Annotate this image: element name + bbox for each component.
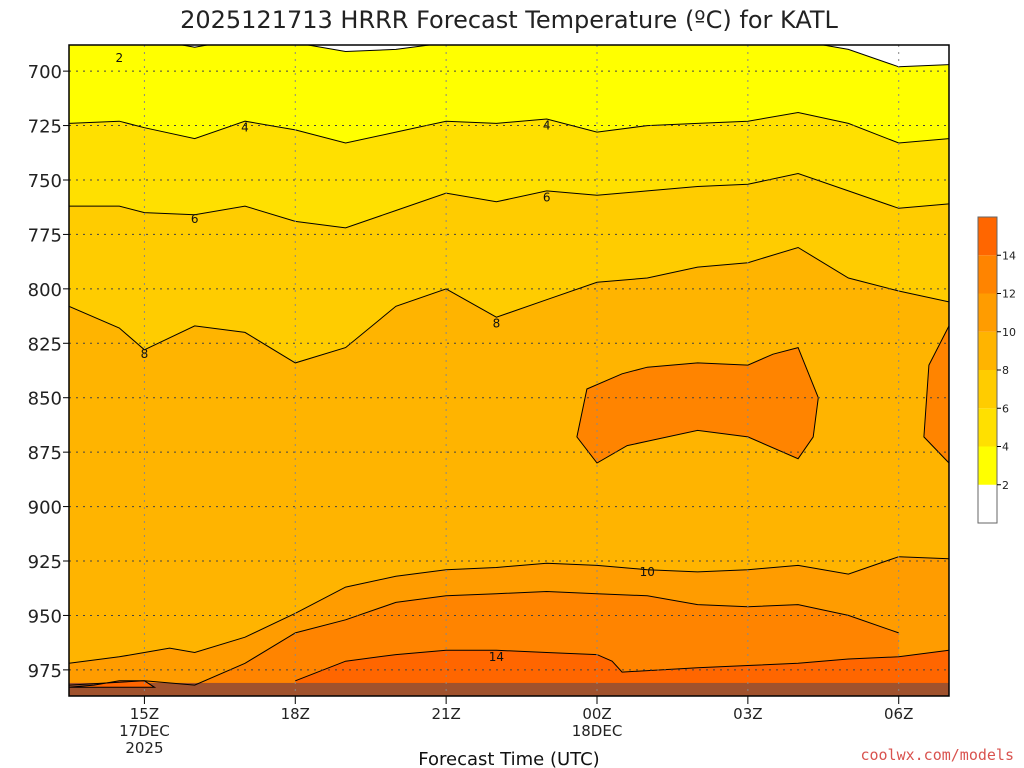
colorbar-swatch [978, 446, 997, 485]
y-tick-label: 950 [28, 606, 62, 627]
contour-label: 8 [141, 347, 149, 361]
y-tick-label: 725 [28, 117, 62, 138]
y-tick-label: 975 [28, 661, 62, 682]
x-tick-label: 21Z [431, 705, 460, 723]
contour-line-10 [69, 556, 949, 664]
contour-label: 4 [543, 119, 551, 133]
chart-title: 2025121713 HRRR Forecast Temperature (ºC… [180, 6, 838, 34]
contour-region-10 [923, 325, 949, 464]
contour-labels: 2 4 4 6 6 8 8 10 14 [115, 51, 654, 664]
colorbar-tick-label: 14 [1002, 249, 1016, 262]
plot-area [69, 45, 949, 696]
colorbar-swatch [978, 408, 997, 447]
x-tick-label: 06Z [884, 705, 913, 723]
contour-label: 2 [115, 51, 123, 65]
contour-line-8 [69, 246, 949, 364]
colorbar-tick-label: 12 [1002, 288, 1016, 301]
credit-link[interactable]: coolwx.com/models [860, 746, 1014, 764]
x-tick-label: 18DEC [572, 722, 623, 740]
contour-label: 10 [640, 565, 655, 579]
colorbar-tick-label: 2 [1002, 479, 1009, 492]
x-tick-label: 00Z [582, 705, 611, 723]
contour-label: 4 [241, 121, 249, 135]
y-tick-label: 700 [28, 62, 62, 83]
y-tick-label: 775 [28, 225, 62, 246]
contour-line-2 [179, 45, 949, 68]
colorbar-tick-label: 10 [1002, 326, 1016, 339]
x-tick-label: 2025 [125, 739, 163, 757]
contour-region-10 [576, 347, 819, 464]
colorbar-swatch [978, 484, 997, 523]
colorbar-tick-label: 8 [1002, 364, 1009, 377]
colorbar-swatch [978, 217, 997, 256]
plot-frame [68, 44, 950, 697]
y-tick-label: 925 [28, 552, 62, 573]
y-tick-label: 750 [28, 171, 62, 192]
colorbar-tick-label: 6 [1002, 402, 1009, 415]
contour-label: 8 [493, 317, 501, 331]
contour-line-14 [295, 649, 949, 682]
contour-label: 6 [191, 212, 199, 226]
x-tick-label: 03Z [733, 705, 762, 723]
colorbar-swatch [978, 255, 997, 294]
contour-line-12 [69, 590, 899, 686]
y-tick-label: 875 [28, 443, 62, 464]
contour-line-6 [69, 172, 949, 229]
x-tick-label: 17DEC [119, 722, 170, 740]
contour-label: 6 [543, 190, 551, 204]
contour-label: 14 [489, 650, 504, 664]
contour-lines [69, 45, 949, 688]
colorbar-swatch [978, 293, 997, 332]
y-tick-label: 825 [28, 334, 62, 355]
x-tick-label: 18Z [281, 705, 310, 723]
ground-surface [69, 682, 949, 696]
colorbar-swatch [978, 331, 997, 370]
colorbar-swatch [978, 370, 997, 409]
colorbar-tick-label: 4 [1002, 441, 1009, 454]
y-tick-label: 800 [28, 280, 62, 301]
colorbar: 2 4 6 8 10 12 14 [977, 216, 1016, 524]
y-axis: 700 725 750 775 800 825 850 875 900 925 950 975 [28, 62, 69, 682]
y-tick-label: 850 [28, 389, 62, 410]
contour-line-4 [69, 111, 949, 144]
x-tick-label: 15Z [130, 705, 159, 723]
x-axis-label: Forecast Time (UTC) [418, 749, 599, 768]
y-tick-label: 900 [28, 498, 62, 519]
